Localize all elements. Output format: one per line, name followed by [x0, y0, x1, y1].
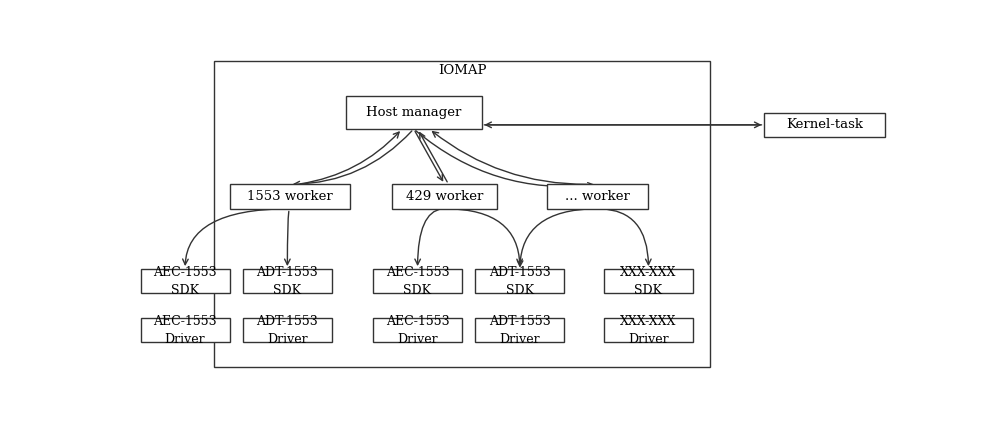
Text: ADT-1553
SDK: ADT-1553 SDK [489, 266, 551, 297]
Text: 1553 worker: 1553 worker [247, 190, 333, 203]
Text: AEC-1553
Driver: AEC-1553 Driver [153, 315, 217, 346]
Text: Kernel-task: Kernel-task [786, 118, 863, 132]
FancyBboxPatch shape [392, 184, 497, 209]
Text: ... worker: ... worker [565, 190, 630, 203]
FancyBboxPatch shape [140, 269, 230, 294]
FancyBboxPatch shape [604, 269, 693, 294]
Text: ADT-1553
Driver: ADT-1553 Driver [256, 315, 318, 346]
Text: AEC-1553
Driver: AEC-1553 Driver [386, 315, 449, 346]
FancyBboxPatch shape [243, 269, 332, 294]
Text: XXX-XXX
SDK: XXX-XXX SDK [620, 266, 677, 297]
FancyBboxPatch shape [373, 269, 462, 294]
FancyBboxPatch shape [346, 96, 482, 129]
FancyBboxPatch shape [230, 184, 350, 209]
FancyBboxPatch shape [140, 318, 230, 342]
Text: Host manager: Host manager [366, 106, 461, 119]
Text: AEC-1553
SDK: AEC-1553 SDK [153, 266, 217, 297]
FancyBboxPatch shape [475, 318, 564, 342]
FancyBboxPatch shape [373, 318, 462, 342]
FancyBboxPatch shape [475, 269, 564, 294]
Text: AEC-1553
SDK: AEC-1553 SDK [386, 266, 449, 297]
FancyBboxPatch shape [764, 113, 885, 137]
FancyBboxPatch shape [604, 318, 693, 342]
Text: ADT-1553
SDK: ADT-1553 SDK [256, 266, 318, 297]
Text: ADT-1553
Driver: ADT-1553 Driver [489, 315, 551, 346]
FancyBboxPatch shape [547, 184, 648, 209]
Text: IOMAP: IOMAP [438, 64, 486, 77]
Text: XXX-XXX
Driver: XXX-XXX Driver [620, 315, 677, 346]
FancyBboxPatch shape [243, 318, 332, 342]
Text: 429 worker: 429 worker [406, 190, 483, 203]
